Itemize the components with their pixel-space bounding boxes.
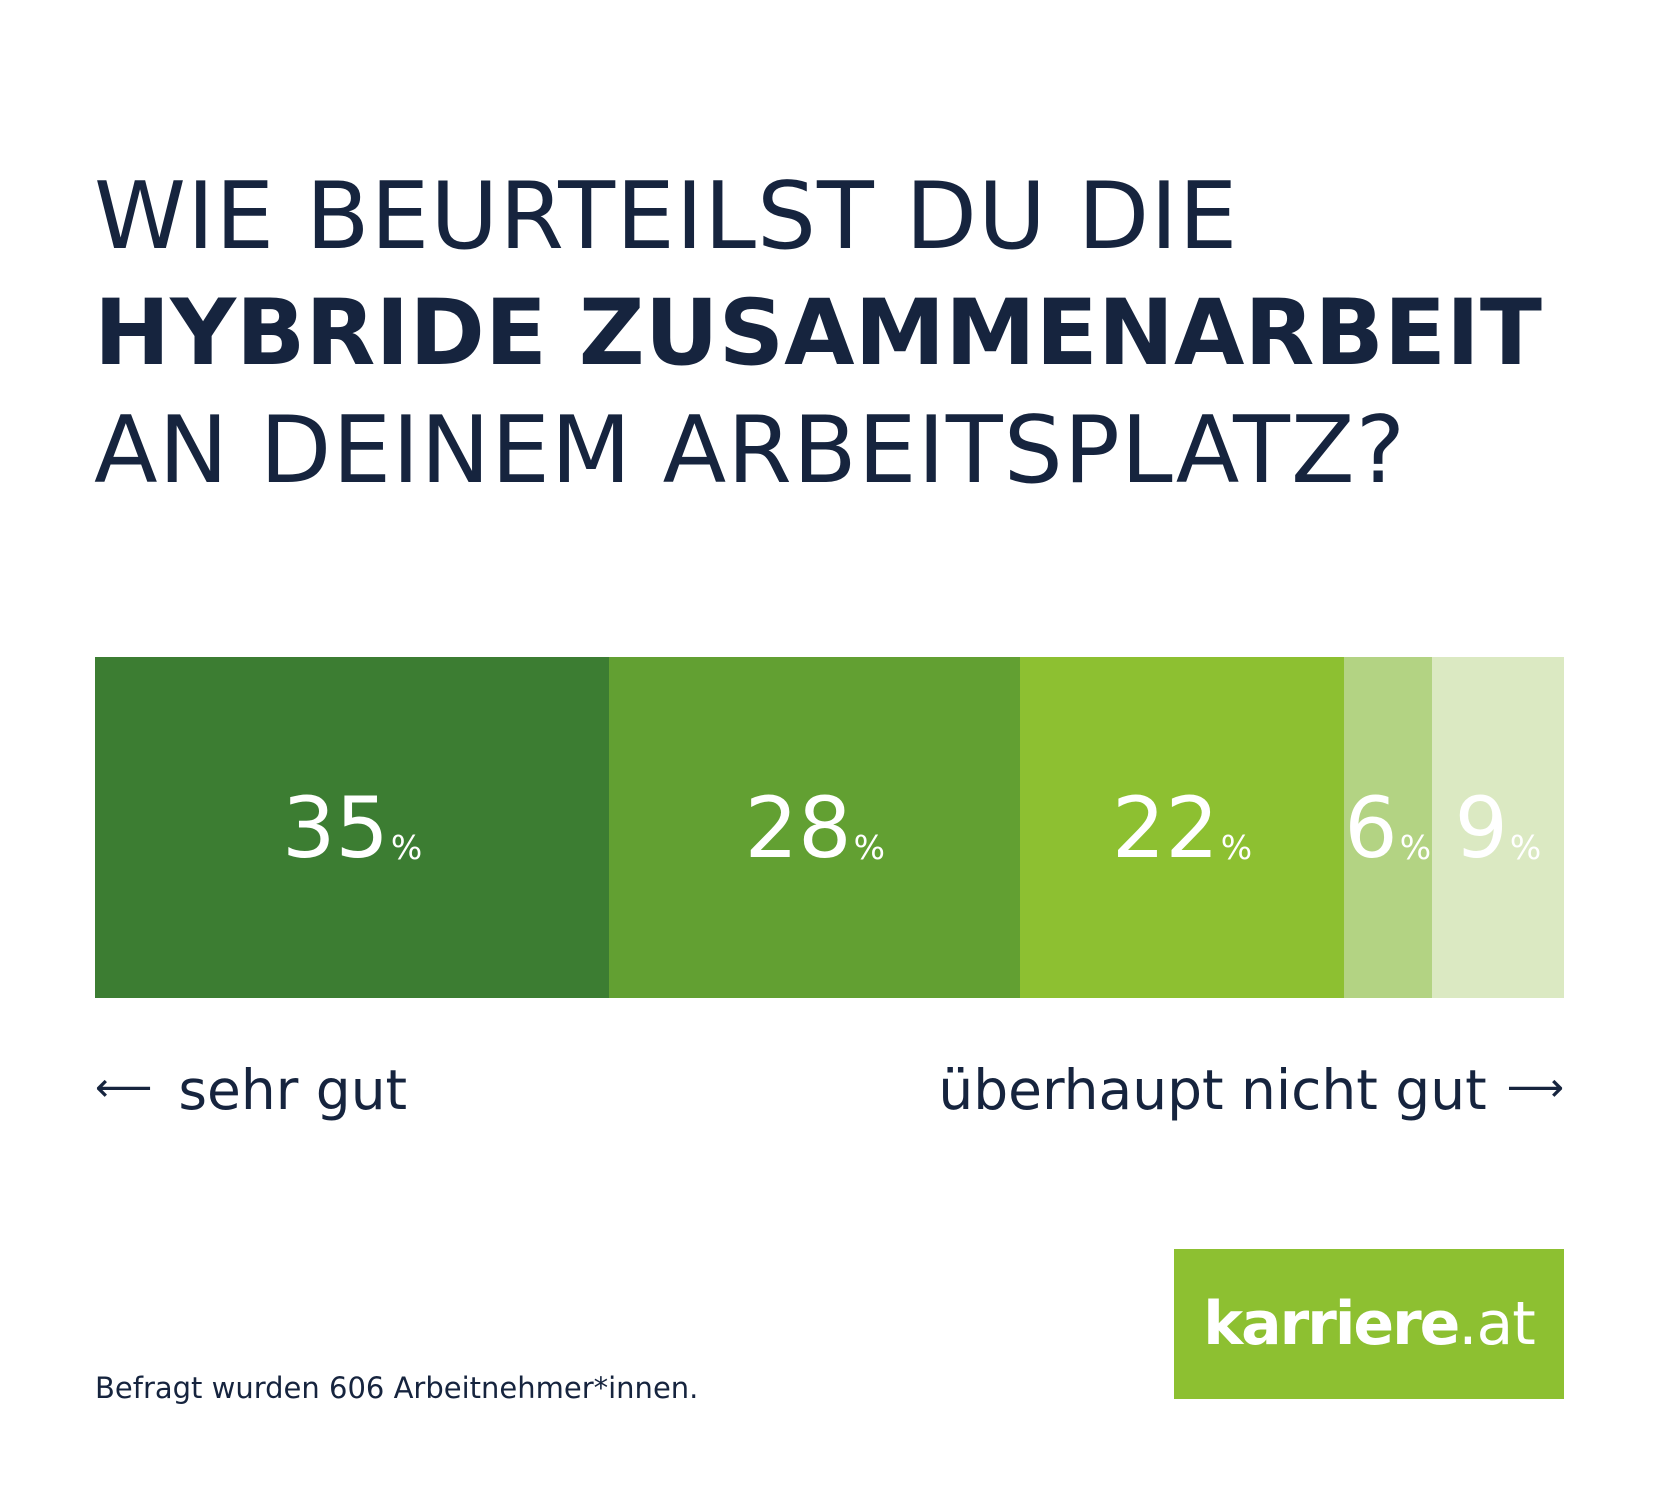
footnote: Befragt wurden 606 Arbeitnehmer*innen. — [95, 1371, 699, 1405]
segment-value-label: 9 — [1454, 778, 1508, 877]
karriere-logo: karriere .at — [1174, 1249, 1564, 1399]
segment-value-label: 28 — [744, 778, 852, 877]
segment-unit-label: % — [1399, 828, 1432, 867]
segment-unit-label: % — [1220, 828, 1253, 867]
bar-segment-1: 35% — [95, 657, 610, 998]
title-line-1: WIE BEURTEILST DU DIE — [94, 162, 1239, 270]
logo-brand: karriere — [1203, 1289, 1460, 1359]
title-line-2: HYBRIDE ZUSAMMENARBEIT — [94, 281, 1542, 386]
scale-left-label: ⟵ sehr gut — [95, 1055, 407, 1129]
chart-title: WIE BEURTEILST DU DIE HYBRIDE ZUSAMMENAR… — [94, 158, 1614, 509]
segment-unit-label: % — [853, 828, 885, 867]
segment-value-label: 22 — [1111, 778, 1219, 877]
bar-segment-3: 22% — [1020, 657, 1344, 998]
stacked-bar-chart: 35% 28% 22% 6% 9% — [95, 657, 1564, 998]
scale-right-label: überhaupt nicht gut ⟶ — [938, 1055, 1564, 1129]
segment-value-label: 35 — [281, 778, 389, 877]
scale-right-text: überhaupt nicht gut — [938, 1058, 1487, 1122]
bar-segment-5: 9% — [1431, 657, 1564, 998]
bar-segment-4: 6% — [1343, 657, 1432, 998]
segment-value-label: 6 — [1344, 778, 1398, 877]
title-line-3: AN DEINEM ARBEITSPLATZ? — [94, 396, 1407, 504]
scale-left-text: sehr gut — [178, 1058, 408, 1122]
segment-unit-label: % — [390, 828, 423, 867]
segment-unit-label: % — [1509, 828, 1542, 867]
bar-segment-2: 28% — [609, 657, 1021, 998]
arrow-right-icon: ⟶ — [1506, 1064, 1564, 1111]
logo-tld: .at — [1458, 1289, 1535, 1359]
arrow-left-icon: ⟵ — [95, 1064, 153, 1111]
